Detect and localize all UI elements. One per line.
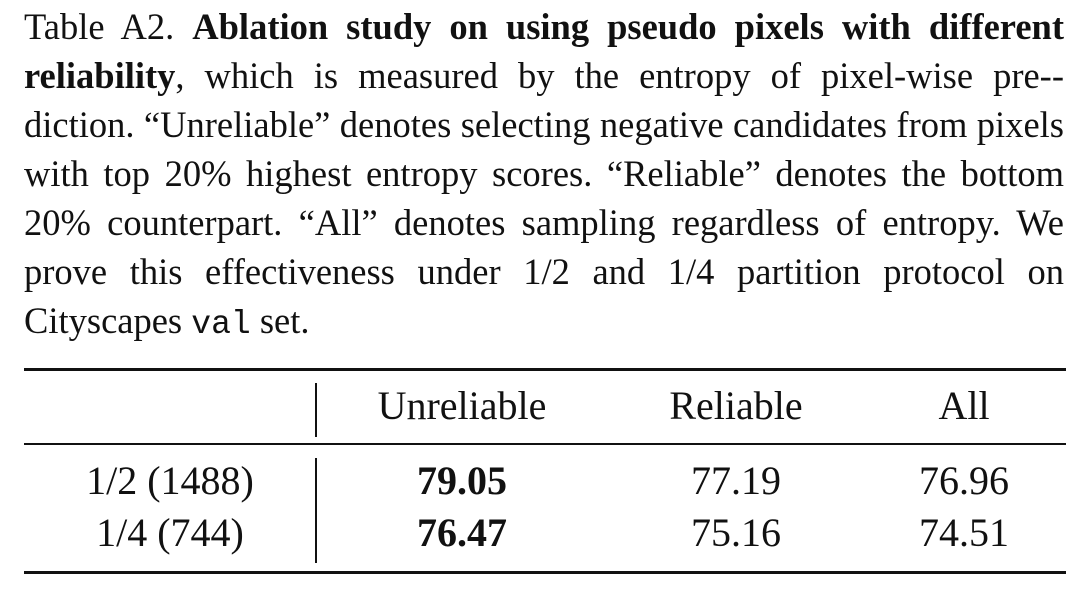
row-label-1-2: 1/2 (1488) (86, 458, 254, 503)
table-top-rule (24, 368, 1066, 371)
cell-1-4-unreliable: 76.47 (417, 510, 507, 555)
cell-1-4-all: 74.51 (919, 510, 1009, 555)
header-reliable: Reliable (669, 383, 803, 428)
caption-title: Ablation study on using pseudo pixels wi… (24, 6, 1064, 96)
table-caption: Table A2. Ablation study on using pseudo… (24, 2, 1064, 349)
table-body-vertical-rule (315, 458, 317, 563)
cell-1-2-all: 76.96 (919, 458, 1009, 503)
header-unreliable: Unreliable (377, 383, 547, 428)
row-label-1-4: 1/4 (744) (96, 510, 244, 555)
cell-1-4-reliable: 75.16 (691, 510, 781, 555)
caption-label: Table A2. (24, 6, 175, 47)
cell-1-2-reliable: 77.19 (691, 458, 781, 503)
caption-code-val: val (191, 306, 251, 343)
table-bottom-rule (24, 571, 1066, 574)
table-header-vertical-rule (315, 383, 317, 437)
cell-1-2-unreliable: 79.05 (417, 458, 507, 503)
caption-text-2: set. (250, 300, 310, 341)
table-header-rule (24, 443, 1066, 445)
caption-text-1: , which is measured by the entropy of pi… (24, 55, 1064, 341)
header-all: All (938, 383, 990, 428)
